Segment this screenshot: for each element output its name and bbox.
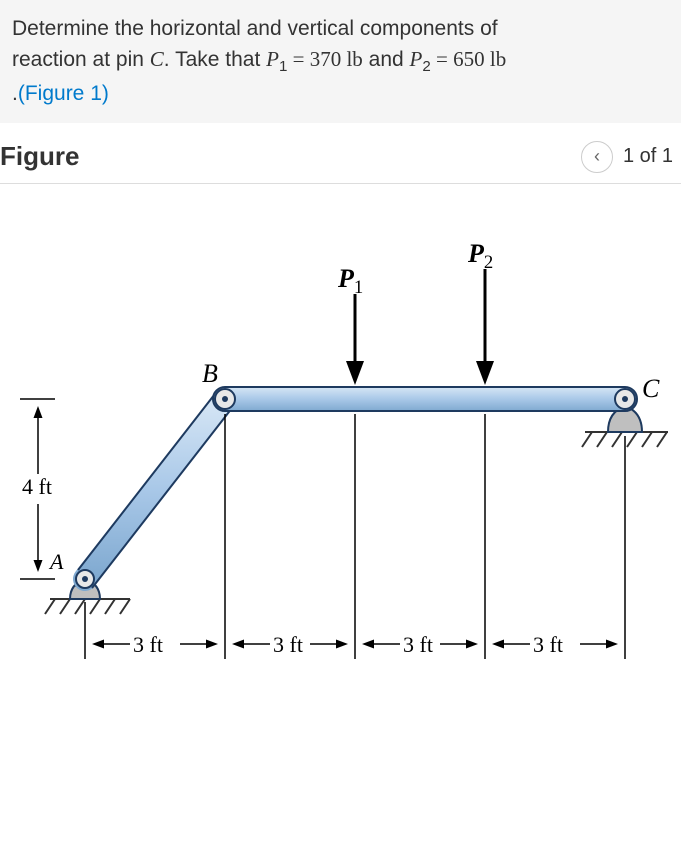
- label-a: A: [50, 549, 63, 575]
- figure-header: Figure ‹ 1 of 1: [0, 123, 681, 184]
- and: and: [363, 48, 410, 71]
- figure-link[interactable]: (Figure 1): [18, 82, 109, 105]
- problem-statement: Determine the horizontal and vertical co…: [0, 0, 681, 123]
- vdim-text: 4 ft: [22, 474, 52, 500]
- figure-pager: ‹ 1 of 1: [581, 141, 673, 173]
- member-ab: [75, 389, 235, 588]
- support-a-ground: [45, 599, 130, 614]
- p2-unit: lb: [490, 47, 506, 71]
- figure-diagram: P1 P2 B C A 4 ft 3 ft 3 ft 3 ft 3 ft: [0, 184, 681, 704]
- pin-c: C: [150, 47, 164, 71]
- p1-sym: P: [266, 47, 279, 71]
- p1-unit: lb: [346, 47, 362, 71]
- problem-line2b: . Take that: [164, 48, 266, 71]
- problem-line1: Determine the horizontal and vertical co…: [12, 17, 498, 40]
- label-b: B: [202, 359, 218, 389]
- member-bc: [213, 387, 637, 411]
- p2-sub: 2: [422, 59, 430, 76]
- label-c: C: [642, 374, 659, 404]
- p1-val: = 370: [287, 47, 346, 71]
- label-p1: P1: [338, 264, 363, 299]
- hdim-lines: [85, 414, 625, 659]
- p2-sym: P: [410, 47, 423, 71]
- problem-line2a: reaction at pin: [12, 48, 150, 71]
- hdim-3: 3 ft: [403, 632, 433, 658]
- hdim-2: 3 ft: [273, 632, 303, 658]
- label-p2: P2: [468, 239, 493, 274]
- pager-prev-button[interactable]: ‹: [581, 141, 613, 173]
- hdim-1: 3 ft: [133, 632, 163, 658]
- p2-val: = 650: [431, 47, 490, 71]
- hdim-4: 3 ft: [533, 632, 563, 658]
- figure-title: Figure: [0, 141, 79, 172]
- pager-text: 1 of 1: [623, 145, 673, 168]
